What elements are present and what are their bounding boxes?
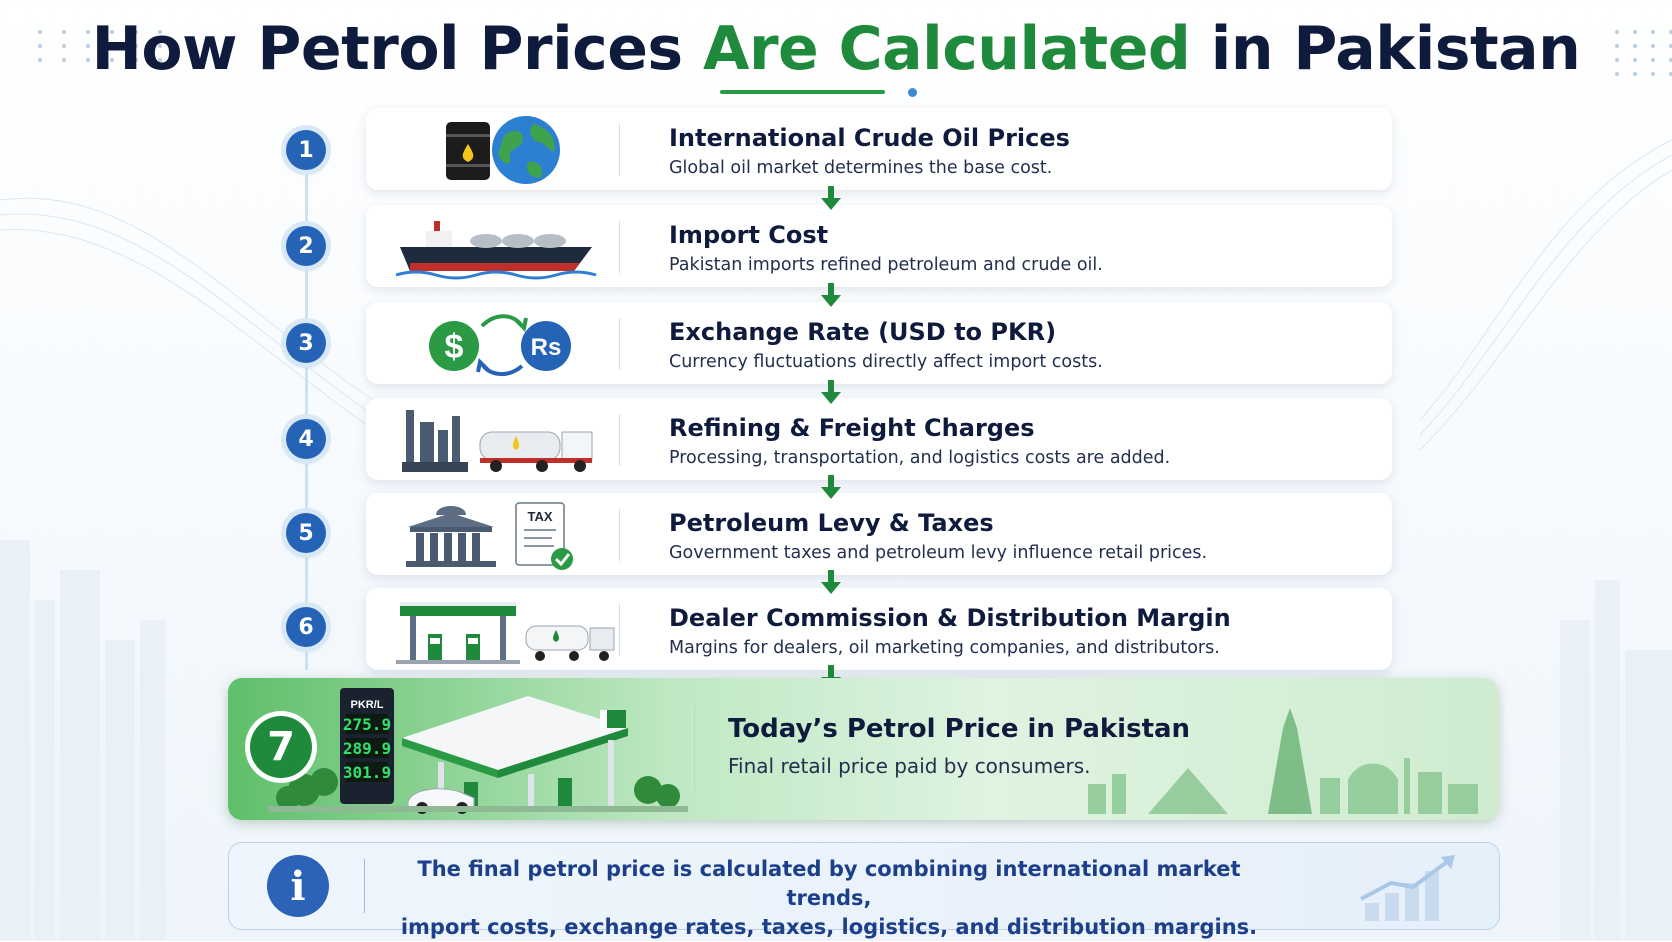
step-card-5: TAX Petroleum Levy & Taxes Government ta… — [366, 493, 1392, 575]
refinery-icon — [402, 410, 468, 472]
exchange-arrows-icon — [476, 314, 528, 376]
step-card-2: Import Cost Pakistan imports refined pet… — [366, 205, 1392, 287]
fuel-station-canopy-icon — [402, 696, 628, 806]
card-divider — [619, 221, 620, 273]
final-heading: Today’s Petrol Price in Pakistan — [728, 714, 1191, 744]
flow-arrow-icon — [821, 380, 841, 404]
title-part-1: How Petrol Prices — [91, 14, 683, 84]
dollar-symbol: $ — [445, 328, 464, 366]
step-6-icons — [396, 602, 615, 664]
flow-arrow-icon — [821, 570, 841, 594]
card-divider — [619, 124, 620, 176]
step-6-heading: Dealer Commission & Distribution Margin — [669, 604, 1231, 632]
step-3-icons: $ Rs — [429, 314, 571, 376]
step-card-1: International Crude Oil Prices Global oi… — [366, 108, 1392, 190]
fuel-station-icon — [396, 602, 520, 664]
step-5-heading: Petroleum Levy & Taxes — [669, 509, 994, 537]
final-price-card: PKR/L 275.9 289.9 301.9 — [228, 678, 1498, 820]
step-4-heading: Refining & Freight Charges — [669, 414, 1035, 442]
card-divider — [619, 604, 620, 656]
step-card-6: Dealer Commission & Distribution Margin … — [366, 588, 1392, 670]
card-divider — [694, 706, 695, 790]
flow-arrow-icon — [821, 283, 841, 307]
price-board-icon: PKR/L 275.9 289.9 301.9 — [340, 688, 394, 804]
tax-document-icon: TAX — [515, 502, 573, 570]
price-board-unit: PKR/L — [351, 699, 384, 711]
step-number-4: 4 — [286, 419, 326, 459]
step-number-7: 7 — [250, 716, 312, 778]
step-1-heading: International Crude Oil Prices — [669, 124, 1070, 152]
step-number-2: 2 — [286, 226, 326, 266]
price-board-value-1: 275.9 — [343, 715, 391, 734]
step-1-description: Global oil market determines the base co… — [669, 158, 1053, 178]
government-building-icon — [406, 506, 496, 567]
flow-arrow-icon — [821, 186, 841, 210]
step-2-icons — [396, 221, 597, 280]
price-board-value-3: 301.9 — [343, 763, 391, 782]
step-5-description: Government taxes and petroleum levy infl… — [669, 543, 1208, 563]
step-number-3: 3 — [286, 323, 326, 363]
info-text: The final petrol price is calculated by … — [379, 855, 1279, 942]
step-2-description: Pakistan imports refined petroleum and c… — [669, 255, 1103, 275]
step-number-1: 1 — [286, 130, 326, 170]
fuel-truck-icon — [525, 625, 615, 661]
title-part-2: Are Calculated — [703, 14, 1191, 84]
info-line-1: The final petrol price is calculated by … — [417, 857, 1241, 910]
flow-arrow-icon — [821, 475, 841, 499]
step-card-3: $ Rs Exchange Rate (USD to PKR) Currency… — [366, 302, 1392, 384]
title-underline-dot — [908, 88, 917, 97]
step-1-icons — [446, 116, 560, 184]
step-5-icons: TAX — [406, 502, 573, 570]
fuel-station-scene: PKR/L 275.9 289.9 301.9 — [268, 688, 688, 814]
rupee-coin-icon: Rs — [521, 321, 571, 371]
step-2-heading: Import Cost — [669, 221, 829, 249]
step-4-description: Processing, transportation, and logistic… — [669, 448, 1171, 468]
info-icon: i — [267, 855, 329, 917]
info-banner: i The final petrol price is calculated b… — [228, 842, 1500, 939]
step-3-heading: Exchange Rate (USD to PKR) — [669, 318, 1057, 346]
oil-tanker-ship-icon — [396, 221, 597, 280]
tax-label: TAX — [527, 509, 552, 524]
fuel-truck-icon — [479, 431, 593, 472]
trees-icon — [276, 768, 680, 810]
title-part-3: in Pakistan — [1210, 14, 1581, 84]
step-number-6: 6 — [286, 607, 326, 647]
oil-barrel-icon — [446, 122, 490, 180]
card-divider — [619, 414, 620, 466]
step-6-description: Margins for dealers, oil marketing compa… — [669, 638, 1220, 658]
decorative-dots-right — [1615, 30, 1672, 76]
info-line-2: import costs, exchange rates, taxes, log… — [400, 915, 1258, 939]
info-divider — [364, 859, 365, 913]
price-board-value-2: 289.9 — [343, 739, 391, 758]
step-number-5: 5 — [286, 513, 326, 553]
step-3-description: Currency fluctuations directly affect im… — [669, 352, 1103, 372]
pakistan-skyline-icon — [1088, 708, 1478, 814]
decorative-dots-left — [38, 30, 170, 62]
rising-chart-icon — [1360, 855, 1455, 921]
rupee-symbol: Rs — [531, 334, 562, 361]
step-4-icons — [402, 410, 593, 472]
final-description: Final retail price paid by consumers. — [728, 754, 1091, 778]
timeline-line — [305, 150, 308, 670]
title-underline — [720, 90, 885, 94]
step-card-4: Refining & Freight Charges Processing, t… — [366, 398, 1392, 480]
dollar-coin-icon: $ — [429, 321, 479, 371]
card-divider — [619, 318, 620, 370]
page-title: How Petrol Prices Are Calculated in Paki… — [0, 14, 1672, 84]
globe-icon — [492, 116, 560, 184]
card-divider — [619, 509, 620, 561]
